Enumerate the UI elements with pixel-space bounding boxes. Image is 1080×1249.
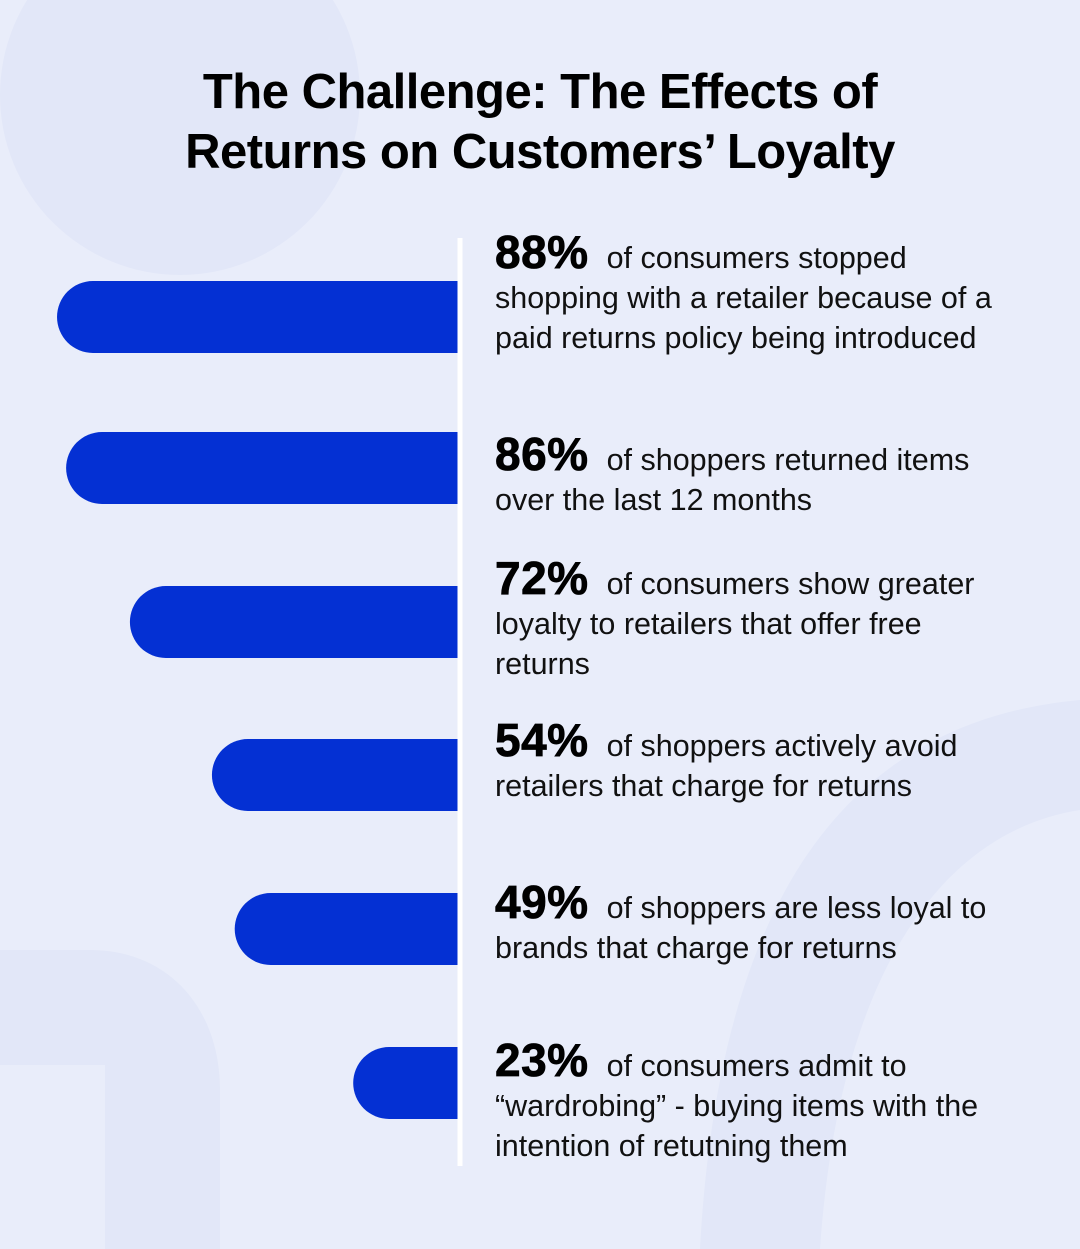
stat-description: of consumers show greater loyalty to ret… — [495, 567, 975, 681]
stat-description: of shoppers returned items over the last… — [495, 443, 970, 517]
title-line-1: The Challenge: The Effects of — [202, 65, 878, 119]
stat-item: 72% of consumers show greater loyalty to … — [495, 555, 1020, 684]
title-line-2: Returns on Customers’ Loyalty — [185, 125, 895, 179]
stat-description: of shoppers are less loyal to brands tha… — [495, 891, 987, 965]
chart-title: The Challenge: The Effects of Returns on… — [0, 62, 1080, 182]
stat-item: 54% of shoppers actively avoid retailers … — [495, 717, 1020, 806]
background-arch-bottom-left — [0, 950, 220, 1249]
stat-percentage: 88% — [495, 226, 589, 278]
stat-item: 88% of consumers stopped shopping with a … — [495, 229, 1020, 358]
stat-item: 23% of consumers admit to “wardrobing” - … — [495, 1037, 1020, 1166]
stat-percentage: 86% — [495, 428, 589, 480]
stat-percentage: 72% — [495, 552, 589, 604]
background-arc-bottom-right — [700, 700, 1080, 1249]
stat-item: 49% of shoppers are less loyal to brands … — [495, 879, 1020, 968]
stat-item: 86% of shoppers returned items over the l… — [495, 431, 1020, 520]
background-arc-top — [0, 0, 360, 275]
stat-percentage: 54% — [495, 714, 589, 766]
stat-percentage: 23% — [495, 1034, 589, 1086]
bar-23-percent — [353, 1047, 458, 1119]
bar-54-percent — [211, 739, 458, 811]
stat-description: of consumers stopped shopping with a ret… — [495, 241, 992, 355]
stat-percentage: 49% — [495, 876, 589, 928]
bar-86-percent — [66, 432, 458, 504]
bar-88-percent — [57, 281, 459, 353]
stat-description: of shoppers actively avoid retailers tha… — [495, 729, 958, 803]
bar-72-percent — [129, 586, 458, 658]
bar-49-percent — [234, 893, 458, 965]
stat-description: of consumers admit to “wardrobing” - buy… — [495, 1049, 979, 1163]
